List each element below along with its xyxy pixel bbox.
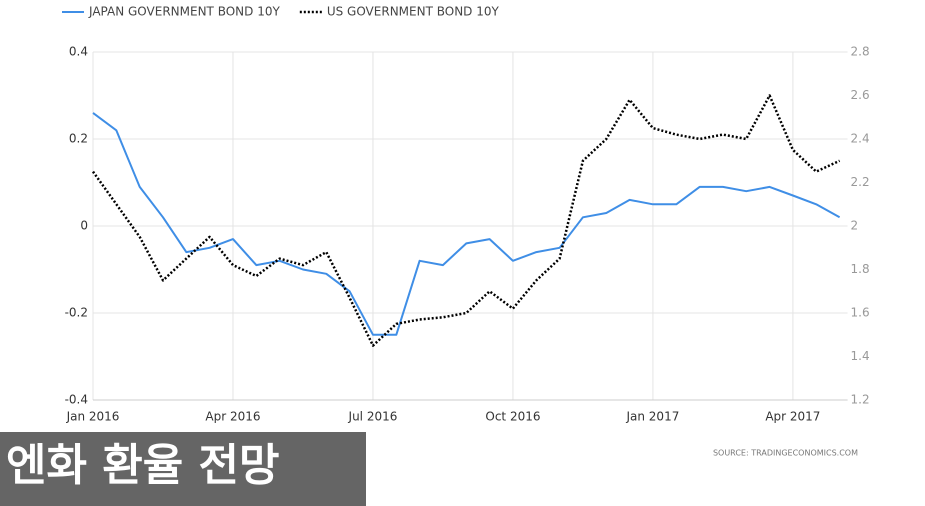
legend-label: US GOVERNMENT BOND 10Y [327, 5, 500, 19]
y2-tick-label: 1.8 [851, 262, 870, 276]
x-tick-label: Jan 2017 [625, 410, 679, 424]
legend-label: JAPAN GOVERNMENT BOND 10Y [88, 5, 280, 19]
x-tick-label: Jan 2016 [66, 410, 120, 424]
grid [92, 51, 848, 401]
source: SOURCE: TRADINGECONOMICS.COM [713, 449, 858, 458]
y-tick-label: -0.4 [65, 393, 88, 407]
marks [91, 94, 841, 347]
y2-tick-label: 2.4 [851, 132, 870, 146]
x-tick-label: Jul 2016 [348, 410, 398, 424]
y2-tick-label: 2.6 [851, 88, 870, 102]
x-tick-label: Apr 2016 [205, 410, 260, 424]
series-line [92, 112, 841, 336]
caption-box [0, 432, 366, 506]
y2-tick-label: 1.4 [851, 349, 870, 363]
y-tick-label: 0 [80, 219, 88, 233]
y-tick-label: 0.4 [69, 45, 88, 59]
y2-tick-label: 1.6 [851, 306, 870, 320]
x-tick-label: Oct 2016 [485, 410, 540, 424]
y2-tick-label: 1.2 [851, 393, 870, 407]
y2-tick-label: 2.8 [851, 45, 870, 59]
caption: 엔화 환율 전망 [6, 440, 280, 491]
series-line [91, 94, 841, 347]
y-tick-label: 0.2 [69, 132, 88, 146]
x-tick-label: Apr 2017 [765, 410, 820, 424]
y2-tick-label: 2.2 [851, 175, 870, 189]
y-tick-label: -0.2 [65, 306, 88, 320]
y2-tick-label: 2 [851, 219, 859, 233]
